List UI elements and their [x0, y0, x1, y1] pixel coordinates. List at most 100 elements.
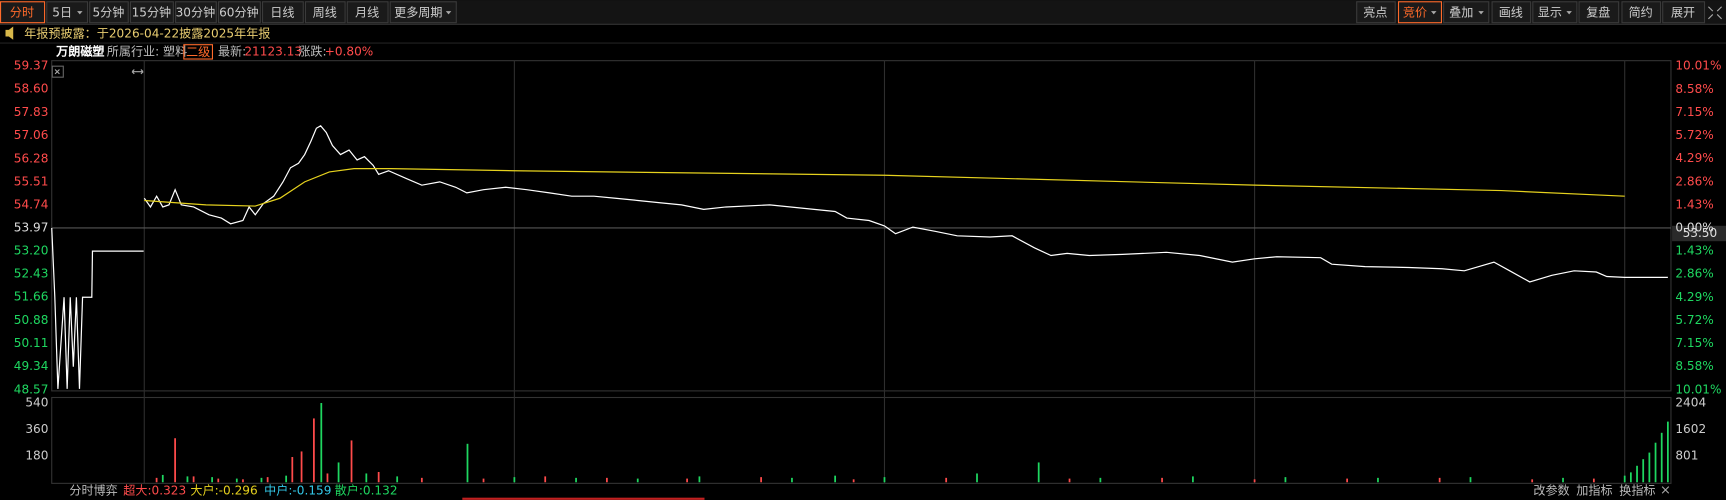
change-value: +0.80%	[325, 44, 374, 58]
volume-bar	[1161, 477, 1163, 483]
volume-bar	[365, 473, 368, 483]
button-label: 日线	[270, 5, 294, 19]
volume-bar	[1469, 477, 1472, 483]
y-tick-label: 54.74	[14, 197, 49, 211]
toolbar-button[interactable]: 简约	[1621, 1, 1662, 24]
close-indicator[interactable]	[1661, 486, 1670, 494]
volume-bar	[313, 418, 315, 483]
button-label: 复盘	[1586, 4, 1610, 19]
expand-icon[interactable]	[131, 69, 144, 75]
y-tick-label: 56.28	[14, 151, 49, 165]
y2-tick-label: 10.01%	[1675, 382, 1721, 396]
volume-bar	[242, 479, 244, 483]
volume-bar	[350, 440, 353, 483]
toolbar-button[interactable]: 月线	[346, 1, 389, 24]
scroll-indicator	[462, 497, 705, 500]
y2-tick-label: 1.43%	[1675, 197, 1713, 211]
button-label: 叠加	[1449, 5, 1473, 19]
toolbar-button[interactable]: 周线	[304, 1, 346, 24]
button-frame	[89, 1, 129, 24]
volume-bar	[1068, 478, 1071, 483]
toolbar-button[interactable]: 5分钟	[89, 1, 129, 24]
indicator-action[interactable]: 改参数	[1533, 483, 1569, 498]
button-label: 5日	[52, 5, 72, 19]
y2-tick-label: 2.86%	[1675, 174, 1713, 188]
fullscreen-icon[interactable]	[1707, 6, 1722, 20]
indicator-text: 分时博弈	[69, 483, 117, 498]
toolbar-button[interactable]: 画线	[1491, 1, 1532, 24]
y-tick-label: 50.11	[14, 336, 49, 350]
volume-bar	[1666, 421, 1669, 483]
volume-tick-label: 180	[25, 448, 48, 462]
button-frame	[217, 1, 261, 24]
volume-bar	[211, 477, 213, 483]
toolbar-button[interactable]: 叠加	[1443, 1, 1490, 24]
toolbar-button[interactable]: 30分钟	[175, 1, 217, 24]
y2-tick-label: 8.58%	[1675, 82, 1713, 96]
y2-tick-label: 7.15%	[1675, 105, 1713, 119]
button-label: 画线	[1499, 5, 1523, 19]
toolbar-button[interactable]: 显示	[1532, 1, 1578, 24]
button-label: 显示	[1538, 5, 1562, 19]
industry: 所属行业: 塑料	[107, 43, 187, 58]
volume-bar	[575, 477, 577, 483]
volume-bar	[1531, 479, 1534, 483]
toolbar-button[interactable]: 亮点	[1356, 1, 1396, 24]
y2-tick-label: 4.29%	[1675, 151, 1713, 165]
volume-bar	[606, 477, 608, 483]
notice: 年报预披露：于2026-04-22披露2025年年报	[24, 26, 270, 41]
indicator-text: 中户:-0.159	[264, 483, 331, 498]
close-box[interactable]	[51, 65, 64, 78]
toolbar-button[interactable]: 日线	[261, 1, 304, 24]
button-label: 30分钟	[176, 4, 216, 19]
price-panel-border	[51, 60, 1672, 392]
toolbar-button[interactable]: 60分钟	[217, 1, 261, 24]
volume-bar	[377, 471, 380, 483]
toolbar-button[interactable]: 展开	[1662, 1, 1706, 24]
volume-bar	[1642, 459, 1645, 483]
y-tick-label: 50.88	[14, 313, 49, 327]
stock-name: 万朗磁塑	[55, 43, 104, 58]
volume-bar	[260, 477, 263, 483]
volume-bar	[1438, 477, 1441, 483]
y2-tick-label: 5.72%	[1675, 128, 1713, 142]
volume-bar	[636, 478, 639, 483]
button-label: 分时	[10, 5, 34, 19]
volume-bar	[1192, 476, 1194, 483]
volume-bar	[791, 477, 793, 483]
indicator-action[interactable]: 换指标	[1619, 483, 1655, 498]
volume-bar	[1623, 475, 1626, 483]
toolbar-button[interactable]: 5日	[46, 1, 89, 24]
volume-bar	[1037, 462, 1040, 483]
indicator-text: 大户:-0.296	[190, 483, 257, 498]
volume-panel-border	[51, 396, 1672, 484]
button-frame	[261, 1, 304, 24]
toolbar-button[interactable]: 更多周期	[389, 1, 457, 24]
button-frame	[1621, 1, 1662, 24]
close-icon	[54, 69, 60, 75]
latest-label: 最新:	[218, 43, 246, 58]
toolbar-button[interactable]: 15分钟	[129, 1, 174, 24]
price-line	[144, 168, 1625, 207]
toolbar-button[interactable]: 分时	[0, 1, 46, 24]
level-badge	[183, 44, 213, 60]
toolbar-button[interactable]: 复盘	[1578, 1, 1620, 24]
volume-bar	[686, 478, 688, 483]
volume-y2-tick-label: 1602	[1675, 422, 1706, 436]
toolbar-button[interactable]: 竞价	[1397, 1, 1443, 24]
button-label: 更多周期	[394, 5, 442, 19]
button-label: 15分钟	[132, 4, 172, 19]
price-tag: 53.50	[1683, 226, 1718, 240]
y-tick-label: 53.20	[14, 244, 49, 258]
button-frame	[46, 1, 89, 24]
dropdown-arrow	[77, 11, 83, 15]
dropdown-arrow	[445, 11, 452, 15]
y-tick-label: 58.60	[14, 82, 49, 96]
y-tick-label: 49.34	[14, 359, 49, 373]
indicator-action[interactable]: 加指标	[1576, 483, 1612, 498]
y-tick-label: 48.57	[14, 382, 49, 396]
volume-bar	[760, 477, 762, 483]
